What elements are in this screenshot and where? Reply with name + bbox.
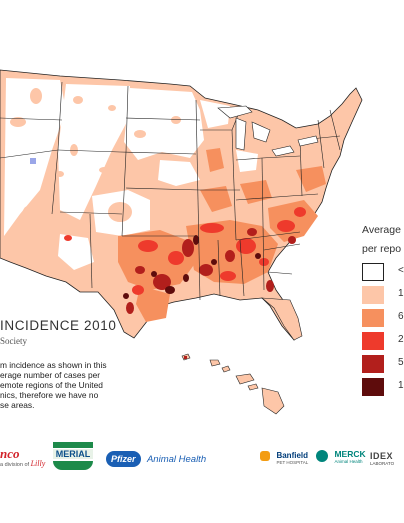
idexx-subtext: LABORATO <box>370 461 395 466</box>
merck-subtext: Animal Health <box>334 459 363 464</box>
pfizer-wordmark: Pfizer <box>106 451 141 467</box>
description-line: m incidence as shown in this <box>0 360 107 370</box>
legend-title: Average per repo <box>362 221 401 259</box>
legend-title-line: Average <box>362 224 401 236</box>
pfizer-text: Pfizer <box>111 454 136 464</box>
legend-label-2: 6 <box>398 311 404 322</box>
legend-label-1: 1 <box>398 288 404 299</box>
very-high-incidence-areas <box>126 228 296 314</box>
legend-swatch-4 <box>362 355 384 373</box>
description-line: nics, therefore we have no <box>0 390 99 400</box>
banfield-wordmark: Banfield <box>276 451 309 460</box>
pfizer-logo: Pfizer Animal Health <box>106 449 206 467</box>
merial-logo: MERIAL <box>53 442 93 472</box>
legend-swatch-5 <box>362 378 384 396</box>
highest-incidence-areas <box>123 235 261 299</box>
pfizer-animal-health: Animal Health <box>146 454 207 465</box>
hawaii-marker <box>184 356 187 359</box>
idexx-logo: IDEX LABORATO <box>370 451 394 467</box>
legend-title-line: per repo <box>362 243 402 255</box>
map-description: m incidence as shown in this erage numbe… <box>0 360 150 410</box>
merial-wordmark: MERIAL <box>53 449 93 459</box>
legend-swatch-0 <box>362 263 384 281</box>
lilly-wordmark: Lilly <box>30 459 46 468</box>
elanco-logo: nco a division of Lilly <box>0 447 45 469</box>
hawaii <box>181 353 285 415</box>
state-borders <box>0 81 341 301</box>
merck-wordmark: MERCK <box>334 449 366 459</box>
banfield-subtext: PET HOSPITAL <box>276 460 309 465</box>
description-line: erage number of cases per <box>0 370 101 380</box>
elanco-division-text: a division of <box>0 462 30 468</box>
paw-icon <box>260 451 270 461</box>
legend-label-5: 1 <box>398 380 404 391</box>
merck-emblem-icon <box>316 450 328 462</box>
legend-label-4: 5 <box>398 357 404 368</box>
merck-logo: MERCK Animal Health <box>316 450 366 468</box>
description-line: se areas. <box>0 400 35 410</box>
highlighted-county <box>30 158 36 164</box>
legend-swatch-3 <box>362 332 384 350</box>
legend-swatch-2 <box>362 309 384 327</box>
description-line: emote regions of the United <box>0 380 103 390</box>
florida <box>261 297 303 341</box>
legend-label-3: 2 <box>398 334 404 345</box>
legend-label-0: < <box>398 265 404 276</box>
map-title: INCIDENCE 2010 <box>0 318 117 333</box>
map-subtitle: Society <box>0 336 27 346</box>
unreported-areas <box>4 78 258 270</box>
banfield-logo: Banfield PET HOSPITAL <box>260 451 308 469</box>
western-light-patches <box>10 88 181 252</box>
high-incidence-areas <box>64 207 306 295</box>
idexx-wordmark: IDEX <box>370 451 394 461</box>
elanco-wordmark: nco <box>0 446 20 461</box>
legend-swatch-1 <box>362 286 384 304</box>
great-lakes <box>217 105 319 157</box>
